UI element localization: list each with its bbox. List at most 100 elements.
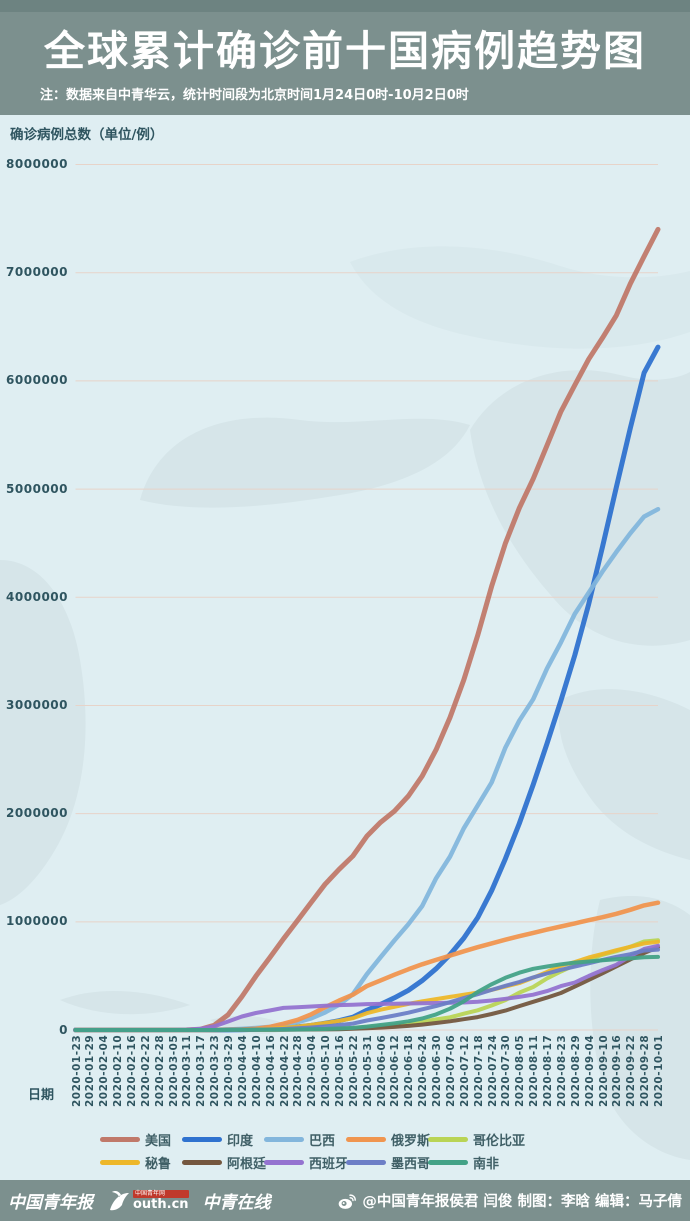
- x-tick-label: 2020-02-04: [98, 1034, 111, 1107]
- x-tick-label: 2020-01-29: [84, 1034, 97, 1107]
- legend-swatch-argentina: [182, 1159, 222, 1165]
- x-tick-label: 2020-01-23: [70, 1034, 83, 1107]
- x-tick-label: 2020-06-24: [417, 1034, 430, 1107]
- x-tick-label: 2020-06-18: [403, 1034, 416, 1107]
- x-tick-label: 2020-02-16: [125, 1034, 138, 1107]
- page-title: 全球累计确诊前十国病例趋势图: [44, 27, 646, 75]
- x-tick-label: 2020-03-29: [223, 1034, 236, 1107]
- cyol-logo: 中青在线: [202, 1193, 271, 1213]
- footer-logos: 中国青年报 中国青年网 outh.cn 中青在线: [8, 1188, 271, 1213]
- legend-swatch-peru: [100, 1159, 140, 1165]
- x-tick-label: 2020-04-28: [292, 1034, 305, 1107]
- legend-swatch-brazil: [264, 1136, 304, 1142]
- x-tick-label: 2020-08-17: [542, 1034, 555, 1107]
- x-tick-label: 2020-09-22: [625, 1034, 638, 1107]
- legend-label-brazil: 巴西: [309, 1133, 336, 1149]
- x-tick-label: 2020-03-05: [167, 1034, 180, 1107]
- x-tick-label: 2020-09-16: [611, 1034, 624, 1107]
- y-tick-label: 1000000: [6, 914, 68, 929]
- data-source-note: 注：数据来自中青华云，统计时间段为北京时间1月24日0时-10月2日0时: [40, 88, 469, 103]
- chart-legend: 美国 印度 巴西 俄罗斯 哥伦比亚秘鲁 阿根廷 西班牙 墨西哥 南非: [100, 1132, 525, 1172]
- legend-item-india: 印度: [182, 1132, 264, 1149]
- x-tick-label: 2020-05-16: [334, 1034, 346, 1107]
- y-tick-label: 3000000: [6, 697, 68, 712]
- x-tick-label: 2020-03-11: [181, 1034, 194, 1107]
- legend-swatch-usa: [100, 1136, 140, 1142]
- y-tick-label: 6000000: [6, 373, 68, 388]
- x-tick-label: 2020-04-10: [250, 1034, 263, 1107]
- x-tick-label: 2020-04-04: [236, 1034, 249, 1107]
- legend-label-india: 印度: [227, 1133, 254, 1149]
- x-tick-label: 2020-09-04: [583, 1034, 596, 1107]
- legend-item-argentina: 阿根廷: [182, 1155, 267, 1172]
- legend-label-spain: 西班牙: [309, 1156, 349, 1172]
- x-tick-label: 2020-05-10: [320, 1034, 333, 1107]
- legend-item-spain: 西班牙: [264, 1155, 349, 1172]
- header-banner: 全球累计确诊前十国病例趋势图 注：数据来自中青华云，统计时间段为北京时间1月24…: [0, 0, 690, 115]
- credit-line: @中国青年报侯君 闫俊 制图：李晗 编辑：马子倩: [337, 1190, 682, 1211]
- x-tick-label: 2020-07-30: [500, 1034, 513, 1107]
- x-tick-label: 2020-08-23: [555, 1034, 568, 1107]
- youth-cn-text: outh.cn: [133, 1197, 189, 1212]
- legend-label-peru: 秘鲁: [145, 1156, 172, 1172]
- weibo-icon: [339, 1193, 357, 1209]
- x-tick-label: 2020-07-12: [458, 1034, 471, 1107]
- x-axis-title: 日期: [28, 1088, 55, 1103]
- legend-item-russia: 俄罗斯: [346, 1132, 430, 1149]
- legend-label-argentina: 阿根廷: [227, 1156, 267, 1172]
- legend-swatch-mexico: [346, 1159, 386, 1165]
- y-tick-label: 4000000: [6, 589, 68, 604]
- x-tick-label: 2020-03-17: [195, 1034, 208, 1107]
- x-tick-label: 2020-02-28: [153, 1034, 166, 1107]
- y-tick-label: 7000000: [6, 265, 68, 280]
- x-tick-label: 2020-05-04: [306, 1034, 319, 1107]
- series-line-usa: [73, 226, 661, 1033]
- legend-label-mexico: 墨西哥: [391, 1156, 431, 1172]
- x-tick-label: 2020-06-30: [431, 1034, 444, 1107]
- legend-item-brazil: 巴西: [264, 1132, 346, 1149]
- legend-swatch-india: [182, 1136, 222, 1142]
- x-tick-label: 2020-07-06: [444, 1034, 457, 1107]
- x-tick-label: 2020-05-31: [361, 1034, 374, 1107]
- x-tick-label: 2020-07-24: [486, 1034, 499, 1107]
- x-tick-label: 2020-07-18: [472, 1034, 485, 1107]
- x-tick-label: 2020-08-05: [514, 1034, 527, 1107]
- x-tick-label: 2020-10-01: [653, 1034, 665, 1107]
- legend-item-mexico: 墨西哥: [346, 1155, 431, 1172]
- y-tick-label: 8000000: [6, 157, 68, 171]
- legend-swatch-south-africa: [428, 1159, 468, 1165]
- x-tick-label: 2020-08-11: [528, 1034, 541, 1107]
- y-tick-label: 0: [59, 1022, 68, 1037]
- legend-label-colombia: 哥伦比亚: [473, 1133, 526, 1149]
- dove-icon: [110, 1190, 129, 1210]
- china-youth-daily-logo: 中国青年报: [8, 1193, 93, 1213]
- y-tick-label: 2000000: [6, 806, 68, 821]
- y-axis-title: 确诊病例总数（单位/例）: [10, 127, 164, 143]
- legend-swatch-colombia: [428, 1136, 468, 1142]
- legend-label-usa: 美国: [145, 1133, 172, 1149]
- x-tick-label: 2020-03-23: [209, 1034, 222, 1107]
- youth-cn-logo: 中国青年网 outh.cn: [107, 1189, 189, 1213]
- series-line-south-africa: [73, 954, 660, 1032]
- x-tick-label: 2020-02-10: [112, 1034, 125, 1107]
- legend-item-peru: 秘鲁: [100, 1155, 182, 1172]
- series-lines: [73, 226, 661, 1033]
- y-tick-label: 5000000: [6, 481, 68, 496]
- youth-cn-badge: 中国青年网: [133, 1190, 189, 1198]
- legend-label-south-africa: 南非: [473, 1156, 500, 1172]
- legend-item-south-africa: 南非: [428, 1155, 510, 1172]
- x-tick-label: 2020-09-10: [597, 1034, 610, 1107]
- x-tick-label: 2020-06-06: [375, 1034, 388, 1107]
- header-top-strip: [0, 0, 690, 12]
- legend-swatch-spain: [264, 1159, 304, 1165]
- x-tick-label: 2020-06-12: [389, 1034, 402, 1107]
- legend-swatch-russia: [346, 1136, 386, 1142]
- x-tick-label: 2020-04-16: [264, 1034, 277, 1107]
- world-map-silhouette: [0, 246, 690, 1160]
- legend-item-usa: 美国: [100, 1132, 182, 1149]
- x-tick-label: 2020-02-22: [139, 1034, 152, 1107]
- credit-text: @中国青年报侯君 闫俊 制图：李晗 编辑：马子倩: [362, 1194, 682, 1210]
- legend-item-colombia: 哥伦比亚: [428, 1132, 525, 1149]
